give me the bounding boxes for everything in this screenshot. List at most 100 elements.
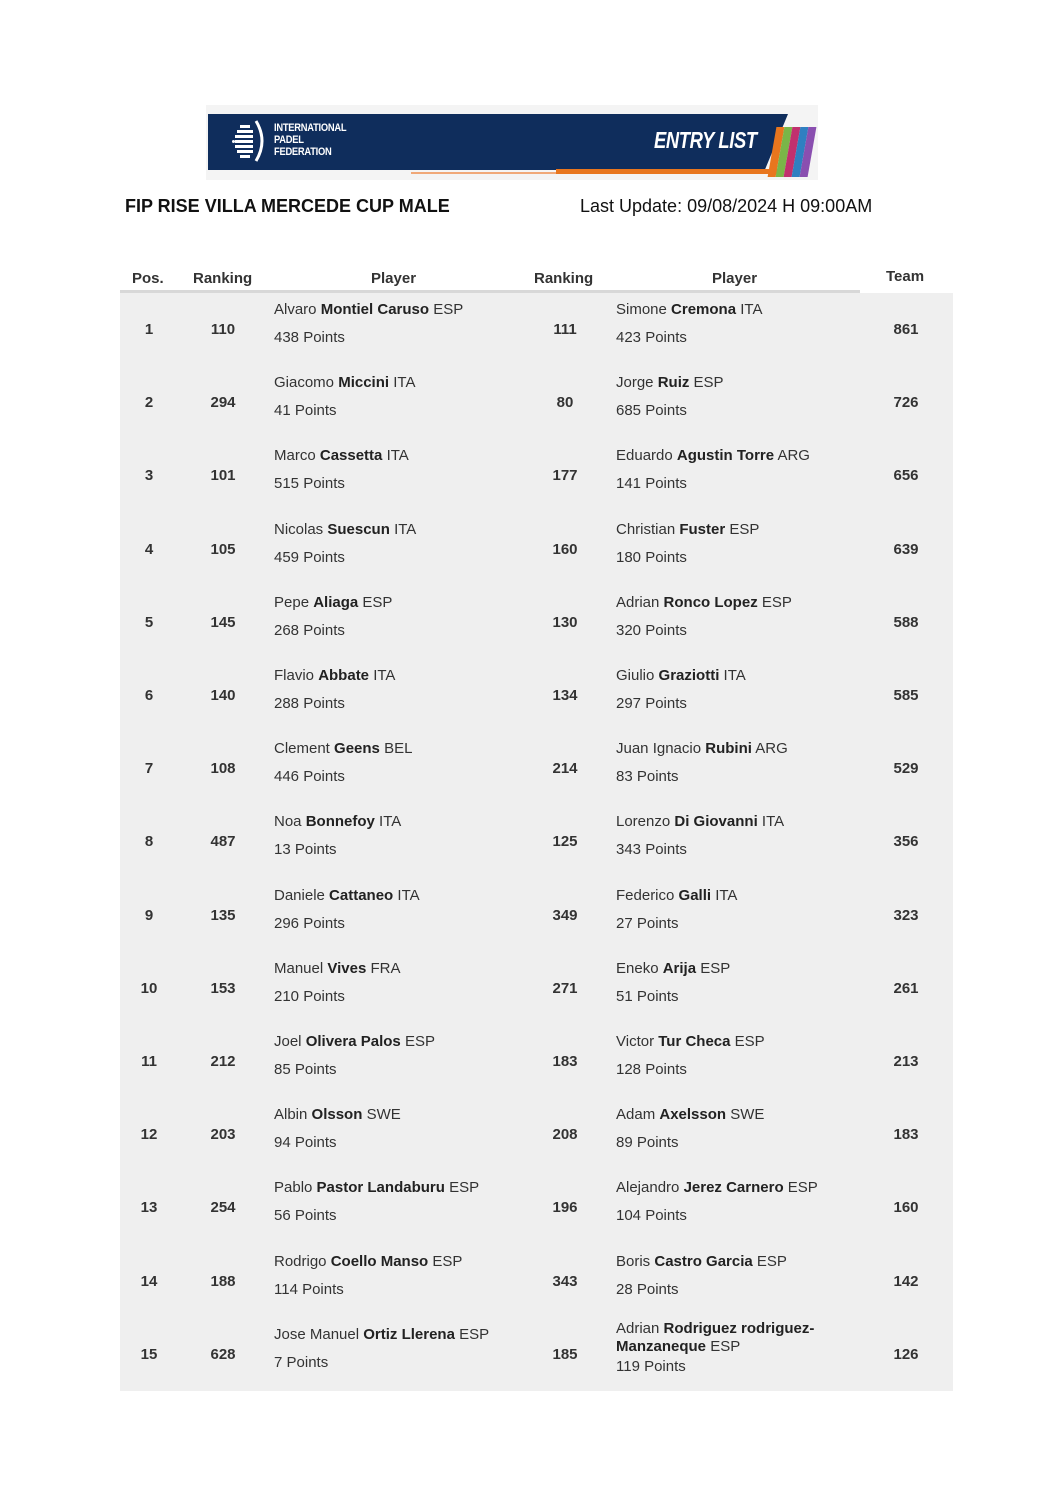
player-cell: Giacomo Miccini ITA 41 Points [274,374,524,420]
table-row: 14 188 Rodrigo Coello Manso ESP 114 Poin… [120,1245,953,1318]
header-pos: Pos. [132,270,164,287]
table-row: 4 105 Nicolas Suescun ITA 459 Points 160… [120,513,953,586]
country: ITA [373,667,396,684]
ranking-2: 343 [552,1272,578,1290]
last-name: Rodriguez rodriguez-Manzaneque [616,1319,815,1355]
player-name: Eneko Arija ESP [616,960,866,988]
last-name: Di Giovanni [674,813,758,831]
first-name: Clement [274,740,330,758]
ranking-1: 110 [210,321,236,338]
header-divider [120,290,860,293]
position: 4 [144,540,154,558]
position: 8 [144,833,154,851]
player-name: Alejandro Jerez Carnero ESP [616,1179,866,1207]
player-name: Manuel Vives FRA [274,960,524,988]
first-name: Flavio [274,667,315,684]
player-cell: Jose Manuel Ortiz Llerena ESP 7 Points [274,1326,524,1372]
country: ITA [393,374,416,392]
player-name: Federico Galli ITA [616,887,866,915]
ranking-1: 140 [210,687,236,704]
player-name: Marco Cassetta ITA [274,447,524,475]
fip-logo-icon [232,119,268,163]
entry-table: 1 110 Alvaro Montiel Caruso ESP 438 Poin… [120,293,953,1391]
player-cell: Christian Fuster ESP 180 Points [616,521,866,567]
last-name: Ruiz [657,374,690,392]
last-name: Olivera Palos [305,1033,401,1050]
player-points: 438 Points [274,329,345,346]
first-name: Manuel [274,959,324,977]
player-name: Alvaro Montiel Caruso ESP [274,301,524,329]
last-name: Galli [678,886,712,904]
ranking-1: 105 [210,540,236,558]
team-points: 639 [893,540,919,558]
last-name: Aliaga [313,593,359,611]
ranking-1: 487 [210,833,236,851]
ranking-1: 254 [210,1199,236,1217]
first-name: Simone [616,301,667,318]
player-name: Juan Ignacio Rubini ARG [616,740,866,768]
country: ESP [362,593,393,611]
last-name: Castro Garcia [654,1252,753,1270]
country: ESP [734,1033,765,1050]
player-cell: Pablo Pastor Landaburu ESP 56 Points [274,1179,524,1225]
player-points: 446 Points [274,768,345,786]
country: ITA [715,886,738,904]
position: 10 [140,979,158,997]
ranking-2: 183 [552,1053,578,1070]
player-cell: Clement Geens BEL 446 Points [274,740,524,786]
first-name: Noa [274,813,302,831]
player-name: Eduardo Agustin Torre ARG [616,447,866,475]
last-name: Pastor Landaburu [316,1179,445,1197]
player-cell: Marco Cassetta ITA 515 Points [274,447,524,493]
first-name: Jose Manuel [274,1325,360,1343]
table-row: 9 135 Daniele Cattaneo ITA 296 Points 34… [120,879,953,952]
last-name: Tur Checa [658,1033,731,1050]
player-name: Boris Castro Garcia ESP [616,1253,866,1281]
first-name: Federico [616,886,675,904]
country: FRA [370,959,401,977]
player-points: 104 Points [616,1207,687,1225]
player-points: 89 Points [616,1134,679,1152]
player-cell: Juan Ignacio Rubini ARG 83 Points [616,740,866,786]
team-points: 356 [893,833,919,851]
player-cell: Eduardo Agustin Torre ARG 141 Points [616,447,866,493]
country: ITA [379,813,402,831]
country: SWE [730,1106,765,1124]
first-name: Marco [274,447,316,465]
ranking-2: 125 [552,833,578,851]
ranking-1: 135 [210,906,236,924]
player-cell: Noa Bonnefoy ITA 13 Points [274,813,524,859]
player-name: Adrian Ronco Lopez ESP [616,594,866,622]
country: ESP [693,374,724,392]
player-points: 515 Points [274,475,345,493]
player-points: 423 Points [616,329,687,346]
banner-background [208,114,788,170]
table-row: 12 203 Albin Olsson SWE 94 Points 208 Ad… [120,1098,953,1171]
player-cell: Manuel Vives FRA 210 Points [274,960,524,1006]
player-cell: Adrian Ronco Lopez ESP 320 Points [616,594,866,640]
first-name: Eduardo [616,447,673,465]
table-row: 1 110 Alvaro Montiel Caruso ESP 438 Poin… [120,293,953,366]
position: 9 [144,906,154,924]
player-name: Clement Geens BEL [274,740,524,768]
first-name: Nicolas [274,520,324,538]
last-name: Agustin Torre [676,447,775,465]
player-cell: Daniele Cattaneo ITA 296 Points [274,887,524,933]
ranking-2: 271 [552,979,578,997]
country: ARG [755,740,788,758]
ranking-2: 80 [556,394,574,412]
country: ITA [394,520,417,538]
player-name: Albin Olsson SWE [274,1106,524,1134]
country: ESP [459,1325,490,1343]
ranking-1: 294 [210,394,236,412]
team-points: 261 [893,979,919,997]
ranking-2: 111 [553,321,577,338]
ranking-1: 145 [210,613,236,631]
position: 3 [144,467,154,485]
last-name: Montiel Caruso [320,301,430,318]
player-cell: Jorge Ruiz ESP 685 Points [616,374,866,420]
first-name: Rodrigo [274,1252,327,1270]
entry-list-label: ENTRY LIST [654,127,757,153]
country: ITA [723,667,746,684]
player-points: 94 Points [274,1134,337,1152]
